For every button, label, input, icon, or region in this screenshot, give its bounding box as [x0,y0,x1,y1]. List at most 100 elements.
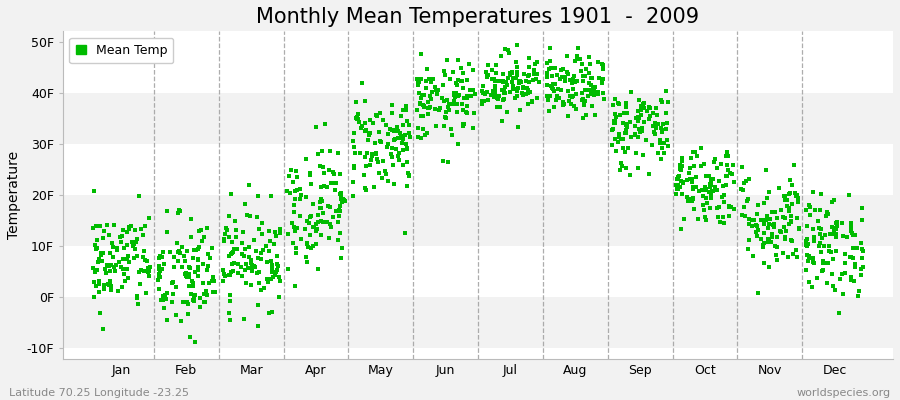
Point [595,80,609,86]
Point [302,172,317,178]
Point [384,154,399,160]
Point [673,162,688,168]
Point [395,134,410,141]
Point [283,189,297,196]
Point [365,153,380,159]
Point [715,194,729,200]
Point [128,227,142,234]
Point [230,246,244,252]
Point [680,177,694,183]
Point [702,173,716,179]
Point [631,108,645,114]
Point [416,126,430,132]
Point [92,289,106,296]
Point [206,289,220,296]
Point [844,230,859,236]
Point [326,168,340,175]
Point [379,122,393,129]
Point [503,89,517,95]
Point [130,293,144,300]
Point [334,254,348,261]
Point [238,246,252,252]
Point [784,237,798,244]
Point [497,88,511,95]
Point [208,289,222,295]
Point [807,238,822,244]
Point [225,261,239,268]
Point [185,280,200,286]
Point [597,96,611,102]
Point [805,284,819,290]
Point [646,110,661,116]
Point [414,50,428,57]
Point [750,223,764,229]
Point [689,153,704,159]
Point [118,278,132,284]
Point [439,57,454,64]
Point [686,184,700,190]
Point [431,86,446,93]
Point [815,235,830,241]
Point [223,251,238,258]
Point [169,240,184,246]
Point [821,211,835,218]
Point [492,78,507,84]
Bar [63,297,893,348]
Point [300,240,314,247]
Point [734,164,749,170]
Point [543,45,557,52]
Point [265,192,279,199]
Point [790,215,805,222]
Point [548,81,562,87]
Point [221,310,236,316]
Point [96,286,111,292]
Point [135,231,149,238]
Point [742,176,756,183]
Point [290,225,304,232]
Point [419,85,434,91]
Point [749,229,763,236]
Point [129,239,143,246]
Point [429,123,444,130]
Point [563,93,578,100]
Point [425,88,439,95]
Point [475,83,490,90]
Point [381,178,395,184]
Point [530,59,544,66]
Point [806,259,820,266]
Point [740,198,754,204]
Point [421,105,436,111]
Point [223,298,238,305]
Point [595,78,609,85]
Point [688,148,702,155]
Point [704,180,718,186]
Point [726,206,741,212]
Point [561,71,575,78]
Point [313,163,328,169]
Point [770,252,784,259]
Point [675,155,689,161]
Point [820,209,834,216]
Point [127,254,141,261]
Point [187,247,202,253]
Point [827,197,842,203]
Point [244,260,258,266]
Point [100,222,114,229]
Point [370,156,384,162]
Point [328,187,342,193]
Point [773,227,788,234]
Point [783,219,797,225]
Point [789,192,804,198]
Point [502,49,517,56]
Point [608,118,622,124]
Point [766,222,780,228]
Point [300,218,314,224]
Point [262,248,276,254]
Point [704,193,718,199]
Point [94,252,109,258]
Point [346,144,361,150]
Point [848,232,862,238]
Point [384,151,399,157]
Point [333,208,347,214]
Point [770,244,785,251]
